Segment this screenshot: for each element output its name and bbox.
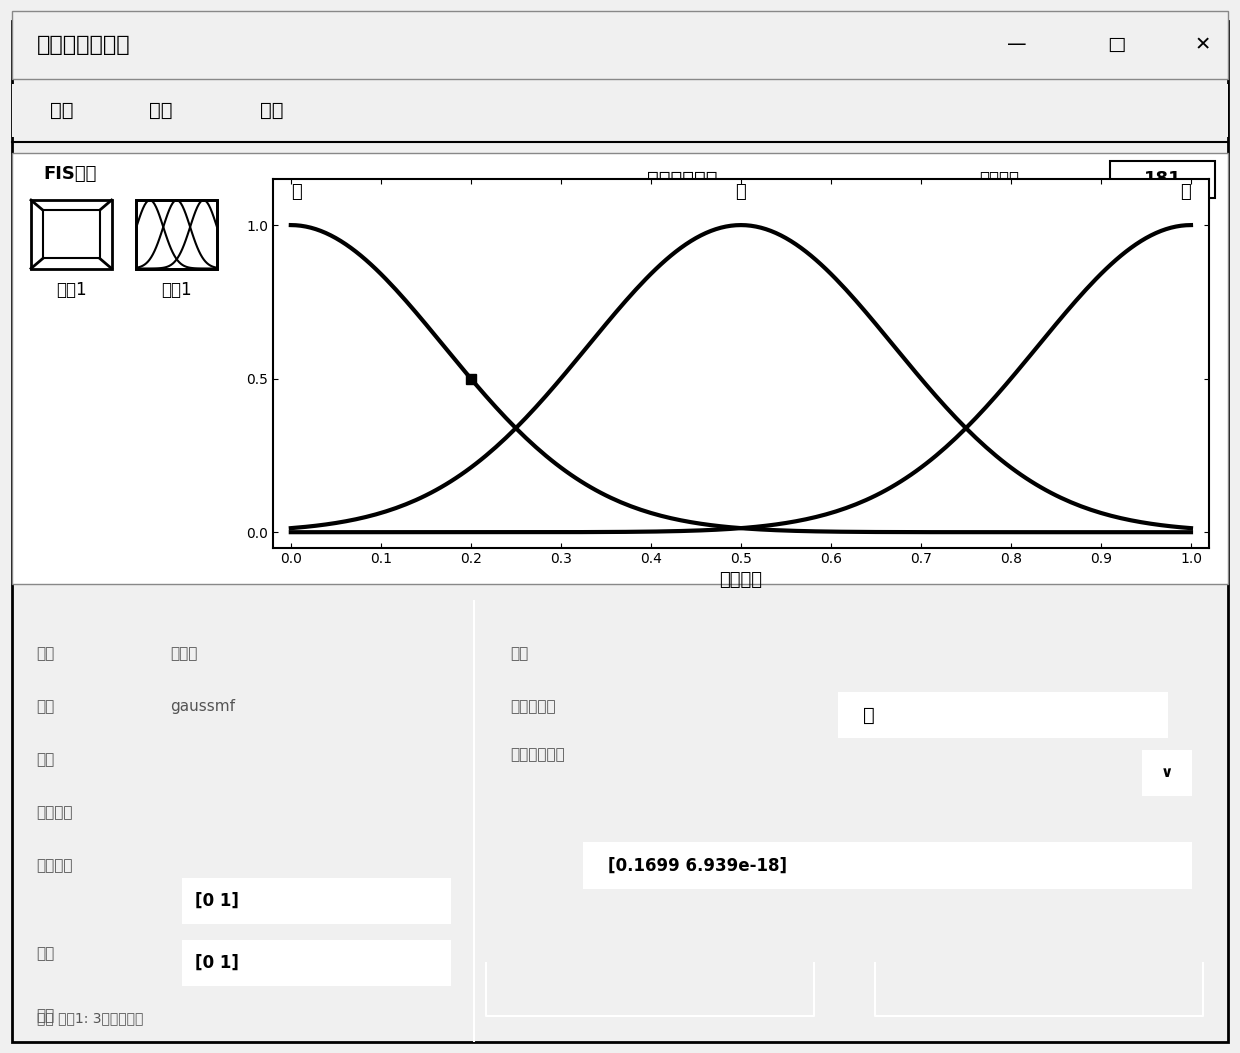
Text: [0.1699 6.939e-18]: [0.1699 6.939e-18] [608, 856, 787, 875]
Text: 编辑: 编辑 [149, 101, 172, 120]
Text: 名称: 名称 [37, 699, 55, 714]
Text: [0 1]: [0 1] [195, 892, 238, 910]
Bar [182, 940, 450, 985]
Text: □: □ [1107, 35, 1125, 55]
Text: 当前成员函数: 当前成员函数 [511, 748, 565, 762]
Text: 视图: 视图 [260, 101, 284, 120]
Text: ✕: ✕ [1194, 35, 1211, 55]
Text: 关闭: 关闭 [37, 1009, 55, 1024]
Text: ∨: ∨ [1161, 766, 1173, 780]
Text: FIS变量: FIS变量 [43, 164, 97, 183]
Bar [136, 200, 217, 269]
Bar [12, 11, 1228, 79]
Text: 类型: 类型 [37, 645, 55, 661]
Text: 系统 输出1: 3个成员函数: 系统 输出1: 3个成员函数 [37, 1011, 143, 1025]
Text: 范围: 范围 [37, 752, 55, 767]
Text: gaussmf: gaussmf [170, 699, 236, 714]
Text: 输入1: 输入1 [56, 280, 87, 299]
Text: 显示范围: 显示范围 [37, 804, 73, 820]
Text: 图像点数: 图像点数 [980, 170, 1019, 188]
Text: 隶属函数编辑器: 隶属函数编辑器 [37, 35, 131, 55]
Text: [0 1]: [0 1] [195, 954, 238, 972]
Bar [838, 693, 1167, 737]
Bar [12, 153, 1228, 584]
Bar [182, 879, 450, 923]
Text: 输出1: 输出1 [161, 280, 192, 299]
Text: 低: 低 [291, 182, 301, 200]
Text: 参数: 参数 [511, 645, 529, 661]
Bar [1110, 161, 1215, 198]
Text: 低: 低 [863, 706, 874, 724]
Text: 文件: 文件 [50, 101, 73, 120]
Bar [31, 200, 112, 269]
Text: 181: 181 [1145, 170, 1182, 188]
Text: 隶属函数图像: 隶属函数图像 [647, 170, 717, 188]
Bar [43, 211, 99, 258]
X-axis label: 输出变量: 输出变量 [719, 571, 763, 589]
Bar [12, 84, 1228, 137]
Text: 成员函数名: 成员函数名 [511, 699, 557, 714]
Text: 高: 高 [1180, 182, 1190, 200]
Text: 当前变量: 当前变量 [37, 858, 73, 873]
Text: 帮助: 帮助 [37, 947, 55, 961]
Text: 中: 中 [735, 182, 746, 200]
Text: —: — [1007, 35, 1027, 55]
Bar [584, 843, 1192, 888]
Text: 高斯型: 高斯型 [170, 645, 197, 661]
Bar [1142, 751, 1192, 795]
Bar [136, 200, 217, 269]
